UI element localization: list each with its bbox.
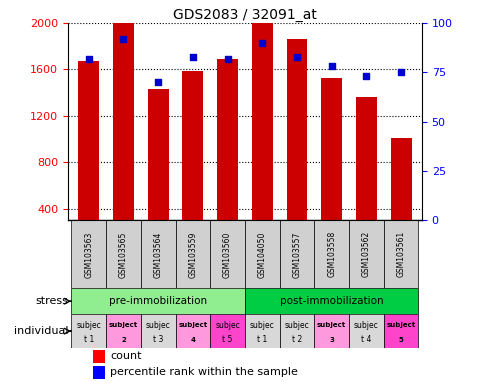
Bar	[78, 61, 99, 220]
Text: t 5: t 5	[222, 335, 232, 344]
Text: GSM103564: GSM103564	[153, 231, 162, 278]
FancyBboxPatch shape	[71, 288, 244, 314]
Point	[120, 36, 127, 42]
Text: subject: subject	[178, 322, 207, 328]
Text: t 3: t 3	[152, 335, 163, 344]
Point	[258, 40, 266, 46]
Text: subjec: subjec	[146, 321, 170, 329]
Text: subject: subject	[386, 322, 415, 328]
Text: stress: stress	[36, 296, 68, 306]
Bar	[92, 350, 105, 362]
Point	[85, 56, 92, 62]
Point	[223, 56, 231, 62]
FancyBboxPatch shape	[140, 314, 175, 348]
Bar	[113, 0, 134, 220]
Text: 3: 3	[329, 337, 333, 343]
Text: GSM103559: GSM103559	[188, 231, 197, 278]
Text: GSM103562: GSM103562	[361, 231, 370, 278]
Point	[189, 53, 197, 60]
FancyBboxPatch shape	[244, 288, 418, 314]
Bar	[92, 366, 105, 379]
Bar	[217, 59, 238, 220]
Text: t 2: t 2	[291, 335, 302, 344]
Text: percentile rank within the sample: percentile rank within the sample	[110, 367, 298, 377]
Text: subjec: subjec	[353, 321, 378, 329]
Point	[154, 79, 162, 85]
Text: pre-immobilization: pre-immobilization	[109, 296, 207, 306]
Bar	[182, 71, 203, 220]
FancyBboxPatch shape	[279, 314, 314, 348]
Text: t 4: t 4	[361, 335, 371, 344]
FancyBboxPatch shape	[106, 314, 140, 348]
Text: t 1: t 1	[257, 335, 267, 344]
Text: GSM104050: GSM104050	[257, 231, 266, 278]
Text: subjec: subjec	[249, 321, 274, 329]
FancyBboxPatch shape	[106, 220, 140, 288]
Point	[327, 63, 335, 70]
FancyBboxPatch shape	[244, 314, 279, 348]
FancyBboxPatch shape	[314, 220, 348, 288]
Text: GSM103563: GSM103563	[84, 231, 93, 278]
Text: t 1: t 1	[83, 335, 94, 344]
FancyBboxPatch shape	[348, 220, 383, 288]
Point	[362, 73, 369, 79]
Text: 5: 5	[398, 337, 403, 343]
FancyBboxPatch shape	[175, 220, 210, 288]
Bar	[148, 89, 168, 220]
Text: GSM103561: GSM103561	[396, 231, 405, 278]
FancyBboxPatch shape	[383, 220, 418, 288]
Bar	[355, 98, 376, 220]
Text: GSM103557: GSM103557	[292, 231, 301, 278]
Bar	[251, 14, 272, 220]
Text: 2: 2	[121, 337, 125, 343]
Text: GSM103565: GSM103565	[119, 231, 128, 278]
Title: GDS2083 / 32091_at: GDS2083 / 32091_at	[173, 8, 316, 22]
Text: subjec: subjec	[284, 321, 309, 329]
Text: count: count	[110, 351, 142, 361]
Point	[396, 69, 404, 75]
Text: GSM103558: GSM103558	[327, 231, 335, 278]
FancyBboxPatch shape	[140, 220, 175, 288]
Bar	[286, 39, 307, 220]
FancyBboxPatch shape	[71, 220, 106, 288]
FancyBboxPatch shape	[244, 220, 279, 288]
FancyBboxPatch shape	[175, 314, 210, 348]
FancyBboxPatch shape	[279, 220, 314, 288]
FancyBboxPatch shape	[210, 220, 244, 288]
Text: subjec: subjec	[76, 321, 101, 329]
Text: subject: subject	[317, 322, 346, 328]
FancyBboxPatch shape	[210, 314, 244, 348]
Text: subjec: subjec	[215, 321, 240, 329]
FancyBboxPatch shape	[71, 314, 106, 348]
Bar	[390, 138, 411, 220]
Text: post-immobilization: post-immobilization	[279, 296, 383, 306]
Text: 4: 4	[190, 337, 195, 343]
Point	[292, 53, 300, 60]
FancyBboxPatch shape	[383, 314, 418, 348]
Bar	[320, 78, 341, 220]
Text: individual: individual	[14, 326, 68, 336]
FancyBboxPatch shape	[348, 314, 383, 348]
Text: subject: subject	[108, 322, 138, 328]
Text: GSM103560: GSM103560	[223, 231, 231, 278]
FancyBboxPatch shape	[314, 314, 348, 348]
